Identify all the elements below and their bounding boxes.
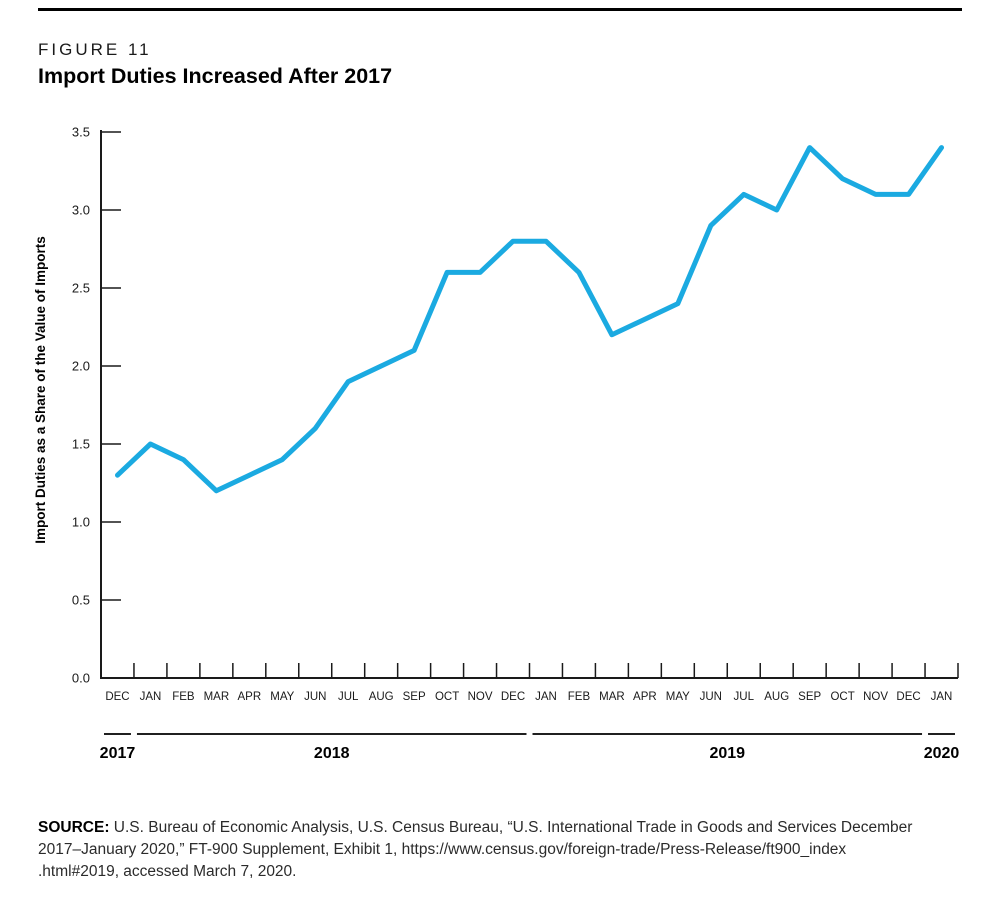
x-tick-label: OCT: [830, 691, 854, 703]
x-tick-label: FEB: [172, 691, 195, 703]
import-duties-line: [114, 145, 945, 494]
x-tick-label: DEC: [896, 691, 920, 703]
top-rule: [38, 8, 962, 11]
x-tick-label: MAR: [204, 691, 230, 703]
x-tick-label: FEB: [568, 691, 591, 703]
y-tick-label: 1.5: [72, 437, 90, 452]
source-line: 2017–January 2020,” FT-900 Supplement, E…: [38, 841, 847, 858]
x-tick-label: NOV: [468, 691, 493, 703]
source-line: .html#2019, accessed March 7, 2020.: [38, 863, 297, 880]
y-tick-label: 2.0: [72, 359, 90, 374]
x-tick-label: MAY: [270, 691, 294, 703]
y-tick-label: 0.5: [72, 593, 90, 608]
y-tick-label: 1.0: [72, 515, 90, 530]
x-tick-label: SEP: [798, 691, 821, 703]
source-line: SOURCE: U.S. Bureau of Economic Analysis…: [38, 817, 978, 839]
x-tick-label: AUG: [764, 691, 789, 703]
y-tick-label: 3.5: [72, 125, 90, 140]
source-text: U.S. Bureau of Economic Analysis, U.S. C…: [113, 819, 913, 836]
year-label: 2017: [100, 745, 136, 762]
year-label: 2018: [314, 745, 350, 762]
figure-title: Import Duties Increased After 2017: [38, 64, 393, 88]
year-label: 2020: [924, 745, 960, 762]
y-tick-label: 2.5: [72, 281, 90, 296]
x-tick-label: JAN: [535, 691, 557, 703]
y-tick-label: 0.0: [72, 671, 90, 686]
x-tick-label: OCT: [435, 691, 459, 703]
y-tick-label: 3.0: [72, 203, 90, 218]
source-note: SOURCE: U.S. Bureau of Economic Analysis…: [38, 817, 978, 883]
x-tick-label: JUL: [734, 691, 755, 703]
figure-label: FIGURE 11: [38, 40, 152, 59]
x-tick-label: AUG: [369, 691, 394, 703]
source-label: SOURCE:: [38, 819, 110, 836]
x-tick-label: JUL: [338, 691, 359, 703]
x-tick-label: SEP: [403, 691, 426, 703]
x-tick-label: JUN: [700, 691, 722, 703]
x-tick-label: NOV: [863, 691, 888, 703]
x-tick-label: DEC: [105, 691, 129, 703]
x-tick-label: APR: [237, 691, 261, 703]
x-tick-label: JAN: [140, 691, 162, 703]
x-tick-label: APR: [633, 691, 657, 703]
year-label: 2019: [709, 745, 745, 762]
x-tick-label: JAN: [931, 691, 953, 703]
x-tick-label: DEC: [501, 691, 525, 703]
x-tick-label: MAY: [666, 691, 690, 703]
x-tick-label: MAR: [599, 691, 625, 703]
x-tick-label: JUN: [304, 691, 326, 703]
